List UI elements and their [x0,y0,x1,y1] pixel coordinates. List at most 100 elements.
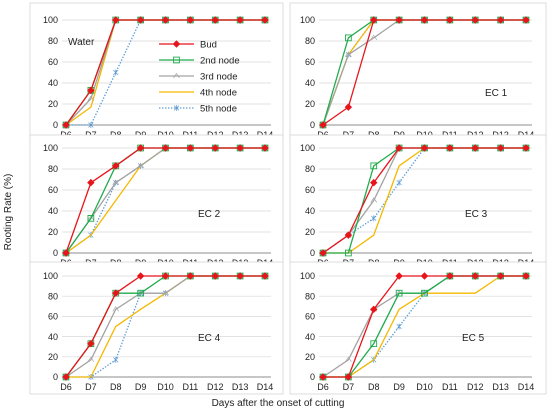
x-axis-label: Days after the onset of cutting [212,398,345,409]
data-point-2nd-node [370,162,378,170]
y-tick-label: 100 [43,15,58,25]
data-point-5th-node [113,69,119,76]
data-point-bud [344,231,353,239]
y-tick-label: 0 [53,120,58,130]
y-tick-label: 20 [48,352,58,362]
x-tick-label: D14 [257,382,274,392]
y-tick-label: 80 [305,291,315,301]
data-point-bud [186,272,195,280]
data-point-bud [420,272,429,280]
legend-marker [173,72,180,79]
legend-label: 4th node [200,88,237,99]
y-tick-label: 0 [53,372,58,382]
data-point-bud [344,373,353,381]
panel-frame [29,2,284,140]
data-point-bud [186,144,195,152]
data-point-bud [87,86,95,95]
panel-ec-4: 0 20 40 60 80 100 D6 D7 D8 D9 D10 D11 D12 D13 D14 EC 4 [29,261,284,395]
data-point-bud [471,144,479,152]
data-point-bud [319,249,327,257]
y-tick-label: 40 [305,206,315,216]
panel-ec-5: 0 20 40 60 80 100 D6 D7 D8 D9 D10 D11 D12 D13 D14 EC 5 [289,261,547,395]
data-point-bud [261,16,269,24]
data-point-bud [471,272,479,280]
panel-frame [29,134,284,264]
x-tick-label: D13 [492,382,509,392]
data-point-bud [236,272,244,280]
series-bud [319,272,530,381]
y-tick-label: 40 [48,206,58,216]
legend-item-4th-node: 4th node [159,88,237,99]
legend-item-5th-node: 5th node [159,104,237,115]
y-tick-label: 20 [48,227,58,237]
y-tick-label: 100 [300,15,315,25]
legend-marker [173,105,180,111]
panel-label: EC 4 [198,333,221,344]
data-point-bud [261,272,269,280]
data-point-bud [112,162,120,170]
data-point-bud [446,16,454,24]
data-point-3rd-node [345,51,352,57]
y-tick-label: 60 [305,57,315,67]
data-point-2nd-node [345,34,352,42]
panel-frame [289,2,547,140]
data-point-5th-node [371,215,377,222]
y-tick-label: 20 [48,99,58,109]
data-point-bud [420,16,429,24]
y-tick-label: 60 [48,185,58,195]
y-tick-label: 0 [310,120,315,130]
data-point-3rd-node [370,34,378,41]
legend: Bud 2nd node 3rd node 4th node 5th node [159,40,240,115]
legend-label: 5th node [200,104,237,115]
y-tick-label: 20 [305,227,315,237]
series-bud [62,144,269,257]
data-point-bud [446,272,454,280]
data-point-bud [236,144,244,152]
y-tick-label: 80 [305,36,315,46]
data-point-bud [236,16,244,24]
y-tick-label: 60 [48,57,58,67]
data-point-3rd-node [137,162,144,169]
y-tick-label: 0 [53,248,58,258]
data-point-bud [112,289,120,297]
legend-label: Bud [200,40,217,51]
y-tick-label: 60 [305,312,315,322]
data-point-bud [136,272,145,280]
data-point-2nd-node [137,289,144,297]
y-tick-label: 0 [310,248,315,258]
data-point-5th-node [396,179,402,186]
y-tick-label: 40 [48,78,58,88]
data-point-bud [395,144,403,152]
data-point-2nd-node [395,289,403,297]
series-bud [319,144,530,257]
panel-label: Water [68,37,95,48]
data-point-5th-node [396,323,402,330]
data-point-2nd-node [345,249,352,257]
x-tick-label: D6 [60,382,72,392]
x-tick-label: D11 [182,382,198,392]
x-tick-label: D12 [207,382,224,392]
data-point-bud [319,121,327,129]
y-tick-label: 40 [305,332,315,342]
data-point-3rd-node [112,306,120,312]
data-point-bud [496,272,505,280]
panel-label: EC 5 [462,333,485,344]
y-tick-label: 100 [43,143,58,153]
data-point-3rd-node [87,356,95,363]
data-point-bud [370,16,378,24]
x-tick-label: D11 [442,382,458,392]
data-point-3rd-node [87,95,95,101]
data-point-2nd-node [370,340,378,348]
data-point-bud [87,178,95,187]
y-axis-label: Rooting Rate (%) [3,174,14,251]
y-tick-label: 100 [43,271,58,281]
data-point-bud [112,16,120,24]
y-tick-label: 100 [300,271,315,281]
y-tick-label: 80 [48,164,58,174]
y-tick-label: 20 [305,352,315,362]
y-tick-label: 40 [305,78,315,88]
data-point-3rd-node [370,197,378,203]
